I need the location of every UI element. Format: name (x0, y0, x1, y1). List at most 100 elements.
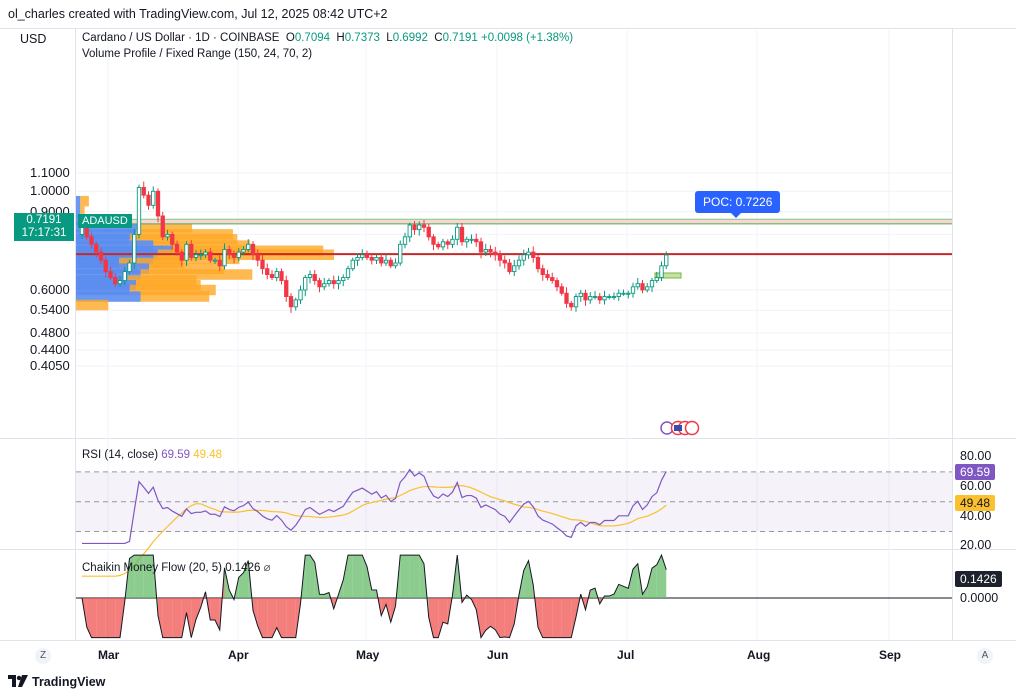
zoom-reset-button[interactable]: Z (35, 648, 51, 664)
poc-label-pointer (730, 212, 742, 218)
rsi-band (76, 471, 952, 532)
cmf-area-segment (652, 564, 657, 598)
cmf-area-segment (238, 572, 244, 598)
candle-body (345, 268, 351, 278)
brand-name: TradingView (32, 675, 106, 689)
cmf-area-segment (305, 555, 310, 598)
candle-body (127, 262, 132, 273)
cmf-area-segment (310, 555, 315, 598)
candle-body (516, 259, 522, 267)
candle-body (450, 238, 455, 245)
candle-body (388, 259, 393, 267)
cmf-area-segment (661, 555, 667, 598)
cmf-area-segment (191, 598, 196, 638)
candle-body (559, 286, 564, 294)
candle-body (512, 265, 517, 273)
rsi-title: RSI (14, close) (82, 449, 159, 461)
high-label: H (336, 32, 345, 44)
price-axis-label: 0.4400 (30, 341, 70, 357)
attribution: ol_charles created with TradingView.com,… (8, 7, 388, 21)
cmf-area-segment (262, 598, 268, 638)
cmf-zero-label: 0.0000 (960, 591, 999, 605)
candle-body (274, 271, 279, 278)
close-value: 0.7191 (442, 32, 478, 44)
time-axis-label: Sep (879, 648, 902, 662)
candle-body (227, 249, 232, 256)
candle-body (550, 277, 555, 282)
candle-body (626, 292, 631, 295)
time-axis-label: Aug (747, 648, 771, 662)
cmf-value-tag: 0.1426 (955, 571, 1002, 587)
volume-profile-down-bar (129, 284, 216, 296)
candle-body (98, 251, 104, 261)
poc-label: POC: 0.7226 (695, 191, 781, 213)
candle-body (113, 277, 118, 285)
cmf-area-segment (542, 598, 548, 638)
volume-profile-down-bar (140, 269, 253, 280)
cmf-area-segment (428, 598, 434, 638)
candle-body (469, 238, 474, 241)
visibility-icon[interactable]: ⌀ (263, 562, 271, 574)
rsi-axis-label: 20.00 (960, 538, 992, 553)
candle-body (146, 194, 151, 206)
rsi-legend[interactable]: RSI (14, close) 69.59 49.48 (82, 449, 222, 461)
candle-body (141, 187, 146, 196)
low-label: L (386, 32, 393, 44)
cmf-area-segment (633, 563, 638, 598)
candle-body (260, 259, 265, 270)
candle-body (426, 226, 431, 238)
events-icon[interactable] (659, 420, 701, 436)
candle-body (312, 274, 317, 282)
price-axis-label: 0.5400 (30, 302, 70, 318)
volume-profile-down-bar (140, 291, 210, 302)
candle-body (402, 236, 408, 245)
brand-logo: TradingView (8, 675, 105, 689)
currency-label[interactable]: USD (20, 32, 47, 46)
candle-body (170, 233, 175, 245)
candle-body (578, 292, 583, 298)
cmf-area-segment (628, 569, 633, 598)
candle-body (588, 296, 593, 301)
candle-body (431, 236, 436, 245)
candle-body (307, 274, 313, 278)
rsi-axis-label: 80.00 (960, 449, 992, 463)
cmf-area-segment (443, 598, 448, 624)
cmf-legend[interactable]: Chaikin Money Flow (20, 5) 0.1426 ⌀ (82, 560, 271, 574)
cmf-area-segment (485, 598, 491, 631)
cmf-area-segment (376, 589, 382, 616)
poc-label-text: POC: 0.7226 (703, 195, 773, 209)
auto-scale-button[interactable]: A (977, 648, 993, 664)
candle-body (564, 292, 569, 304)
candle-body (322, 283, 327, 288)
cmf-area-segment (495, 598, 500, 638)
cmf-area-segment (162, 598, 168, 638)
candle-body (526, 251, 531, 256)
rsi-line (82, 468, 667, 545)
cmf-area-segment (86, 598, 92, 638)
candle-body (535, 257, 541, 270)
time-axis-label: Apr (228, 648, 249, 662)
candle-body (350, 259, 355, 270)
candle-body (464, 238, 469, 243)
price-axis-label: 1.1000 (30, 164, 70, 180)
cmf-area-segment (500, 598, 505, 638)
rsi-axis-label: 60.00 (960, 478, 992, 493)
candle-body (483, 249, 488, 253)
symbol-legend[interactable]: Cardano / US Dollar · 1D · COINBASE O0.7… (82, 32, 573, 44)
candle-body (531, 251, 536, 258)
pane-divider-rsi (0, 438, 1016, 439)
cmf-area-segment (504, 598, 510, 638)
cmf-area-segment (272, 598, 277, 638)
indicator-legend[interactable]: Volume Profile / Fixed Range (150, 24, 7… (82, 48, 313, 60)
close-label: C (434, 32, 443, 44)
ticker-tag: ADAUSD (78, 214, 132, 228)
candle-body (412, 224, 417, 231)
time-axis-divider (0, 640, 1016, 641)
cmf-area-segment (357, 555, 363, 598)
price-axis-label: 0.4800 (30, 325, 70, 341)
volume-profile-down-bar (76, 299, 109, 311)
pane-divider-cmf (0, 549, 1016, 550)
candle-body (255, 254, 260, 261)
cmf-area-segment (656, 555, 662, 598)
